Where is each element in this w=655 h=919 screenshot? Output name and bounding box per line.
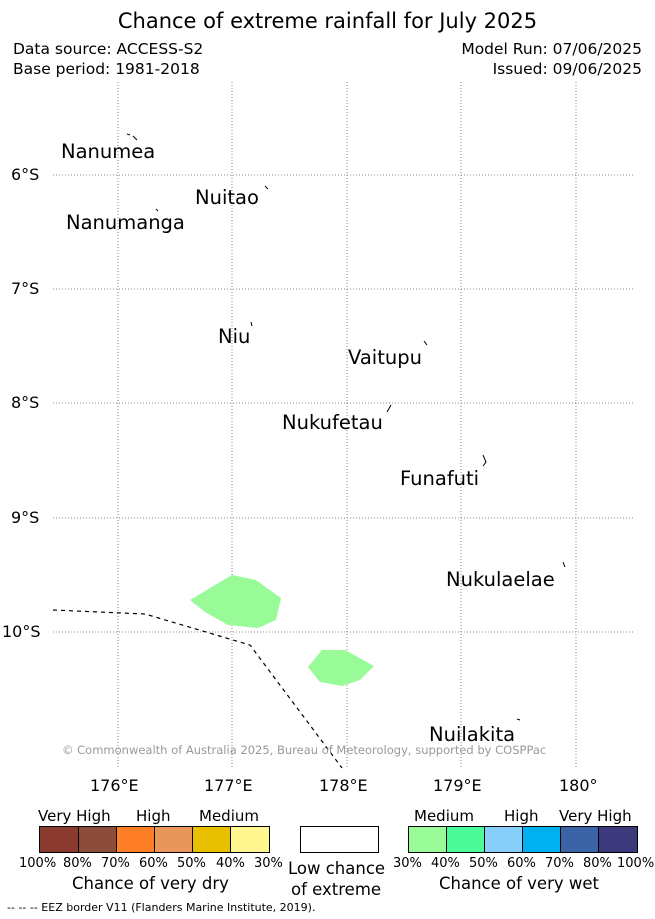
copyright-notice: © Commonwealth of Australia 2025, Bureau… <box>62 743 547 757</box>
dry-swatch-70-60 <box>117 827 155 852</box>
dry-swatch-60-50 <box>155 827 193 852</box>
data-source: Data source: ACCESS-S2 <box>13 40 204 58</box>
issued-date: Issued: 09/06/2025 <box>492 60 642 78</box>
dry-legend-title: Chance of very dry <box>72 874 229 893</box>
wet-tick-30: 30% <box>393 856 422 871</box>
dry-swatch-80-70 <box>79 827 117 852</box>
lon-label-180: 180° <box>559 776 598 795</box>
dry-swatch-40-30 <box>231 827 269 852</box>
island-shape-niu <box>250 321 253 327</box>
island-shape-nuitao <box>264 185 269 190</box>
dry-tick-60: 60% <box>139 856 168 871</box>
island-label-vaitupu: Vaitupu <box>348 346 422 369</box>
eez-border <box>52 609 343 769</box>
base-period: Base period: 1981-2018 <box>13 60 200 78</box>
island-label-nanumea: Nanumea <box>61 140 156 163</box>
island-shape-nuilakita <box>516 718 521 721</box>
wet-swatch-40-50 <box>447 827 485 852</box>
lon-label-177e: 177°E <box>204 776 253 795</box>
model-run: Model Run: 07/06/2025 <box>461 40 642 58</box>
wet-swatch-30-40 <box>409 827 447 852</box>
lon-label-176e: 176°E <box>90 776 139 795</box>
lon-label-178e: 178°E <box>319 776 368 795</box>
dry-tick-30: 30% <box>254 856 283 871</box>
wet-category-very-high: Very High <box>559 807 632 825</box>
dry-tick-80: 80% <box>63 856 92 871</box>
island-label-niu: Niu <box>218 325 251 348</box>
island-shape-nanumea-2 <box>132 135 138 141</box>
island-label-nuitao: Nuitao <box>195 186 259 209</box>
eez-footnote: -- -- -- EEZ border V11 (Flanders Marine… <box>7 901 316 914</box>
low-chance-line2: of extreme <box>291 880 382 899</box>
wet-swatch-60-70 <box>523 827 561 852</box>
wet-tick-60: 60% <box>507 856 536 871</box>
gridlines <box>53 82 633 768</box>
dry-swatch-50-40 <box>193 827 231 852</box>
forecast-area-medium-wet-west <box>190 575 281 628</box>
wet-category-medium: Medium <box>414 807 474 825</box>
dry-tick-40: 40% <box>216 856 245 871</box>
island-shape-nukulaelae <box>562 561 566 568</box>
island-label-nukulaelae: Nukulaelae <box>446 568 555 591</box>
lon-label-179e: 179°E <box>433 776 482 795</box>
wet-tick-50: 50% <box>469 856 498 871</box>
forecast-area-medium-wet-east <box>308 650 374 686</box>
wet-tick-40: 40% <box>431 856 460 871</box>
lat-label-8s: 8°S <box>11 393 40 412</box>
wet-tick-70: 70% <box>545 856 574 871</box>
island-label-funafuti: Funafuti <box>400 467 480 490</box>
island-shape-nukufetau <box>386 404 392 413</box>
dry-colorbar <box>39 826 270 853</box>
island-shape-funafuti <box>482 454 487 467</box>
island-label-nukufetau: Nukufetau <box>282 411 383 434</box>
island-shape-vaitupu <box>423 340 428 346</box>
island-label-nanumanga: Nanumanga <box>66 211 185 234</box>
dry-category-high: High <box>136 807 171 825</box>
wet-category-high: High <box>504 807 539 825</box>
wet-swatch-50-60 <box>485 827 523 852</box>
wet-tick-100: 100% <box>617 856 655 871</box>
map-title: Chance of extreme rainfall for July 2025 <box>117 9 538 33</box>
lat-label-7s: 7°S <box>11 279 40 298</box>
island-shapes <box>126 133 566 721</box>
island-shape-nanumanga <box>155 208 159 212</box>
wet-tick-80: 80% <box>583 856 612 871</box>
dry-category-very-high: Very High <box>38 807 111 825</box>
dry-tick-50: 50% <box>177 856 206 871</box>
lat-label-6s: 6°S <box>11 165 40 184</box>
island-label-nuilakita: Nuilakita <box>429 723 516 746</box>
wet-swatch-70-80 <box>561 827 599 852</box>
island-shape-nanumea <box>126 133 131 136</box>
dry-category-medium: Medium <box>199 807 259 825</box>
dry-tick-70: 70% <box>101 856 130 871</box>
lat-label-9s: 9°S <box>11 508 40 527</box>
low-chance-swatch <box>300 826 379 853</box>
wet-legend-title: Chance of very wet <box>439 874 599 893</box>
dry-swatch-100-80 <box>40 827 79 852</box>
dry-tick-100: 100% <box>19 856 57 871</box>
lat-label-10s: 10°S <box>2 622 41 641</box>
wet-swatch-80-100 <box>599 827 637 852</box>
low-chance-line1: Low chance <box>288 859 386 878</box>
wet-colorbar <box>408 826 638 853</box>
